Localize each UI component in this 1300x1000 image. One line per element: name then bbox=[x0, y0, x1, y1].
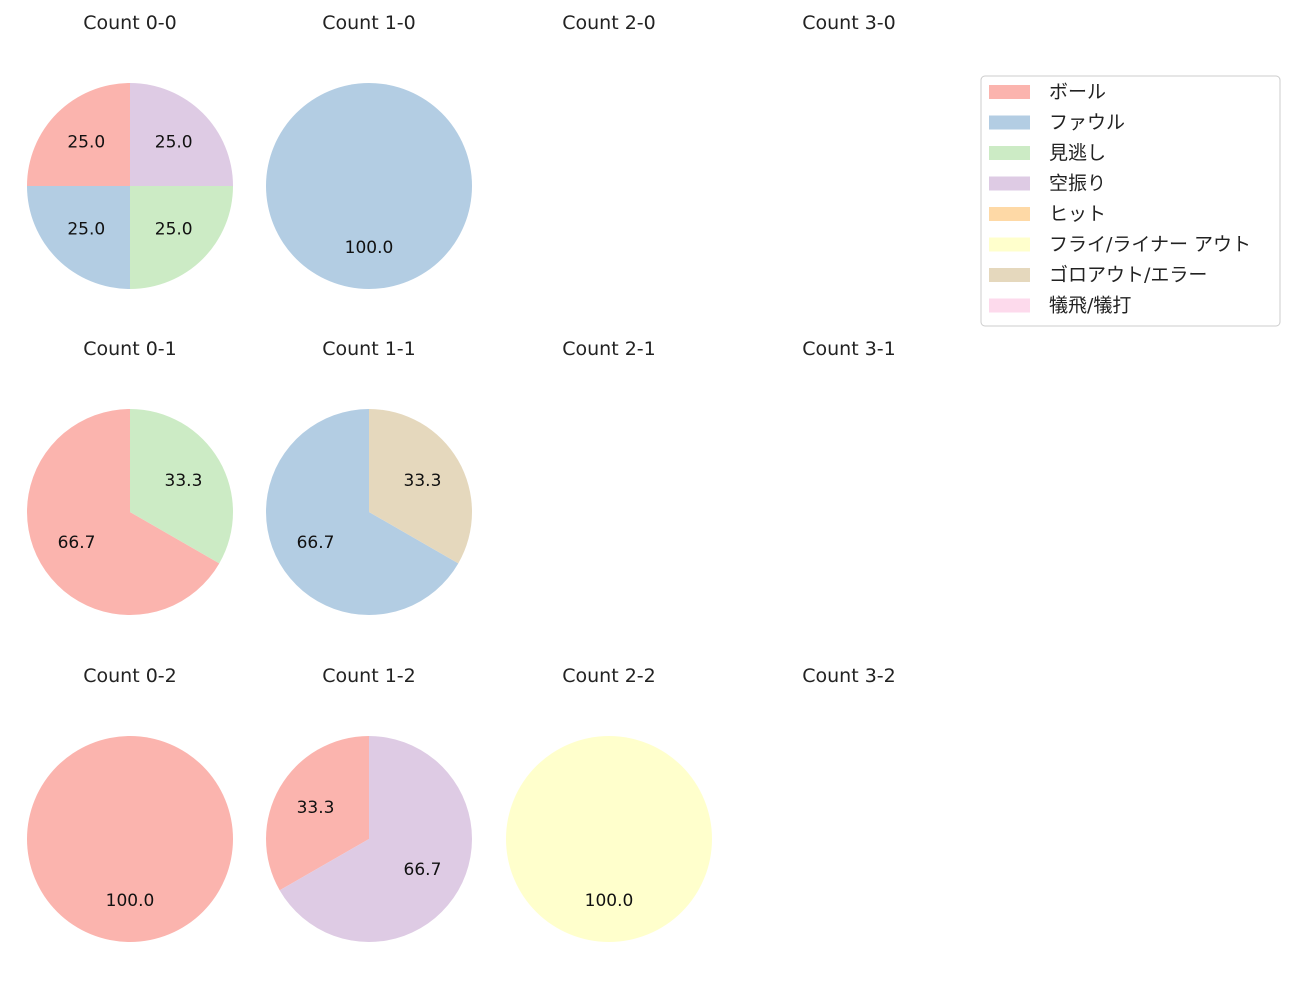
pie-panel: Count 3-2 bbox=[802, 665, 896, 687]
panel-title: Count 0-1 bbox=[83, 338, 177, 360]
slice-label: 25.0 bbox=[67, 132, 105, 152]
legend-item: ボール bbox=[989, 81, 1106, 103]
pie-slice bbox=[265, 409, 459, 615]
legend-swatch bbox=[989, 146, 1030, 160]
pie-slice bbox=[130, 83, 233, 186]
panel-title: Count 0-0 bbox=[83, 12, 177, 34]
pie-panel: Count 1-1 66.7 33.3 bbox=[265, 338, 472, 615]
panel-title: Count 1-0 bbox=[322, 12, 416, 34]
slice-label: 66.7 bbox=[58, 533, 96, 553]
slice-label: 33.3 bbox=[404, 471, 442, 491]
pie-panel: Count 3-1 bbox=[802, 338, 896, 360]
pie-slice bbox=[369, 409, 472, 564]
panel-title: Count 3-2 bbox=[802, 665, 896, 687]
pie-panel: Count 0-0 25.0 25.0 25.0 25.0 bbox=[27, 12, 233, 289]
legend-label: ゴロアウト/エラー bbox=[1049, 264, 1207, 286]
legend-swatch bbox=[989, 268, 1030, 282]
legend-swatch bbox=[989, 115, 1030, 130]
legend-label: ファウル bbox=[1049, 112, 1125, 134]
panel-title: Count 3-1 bbox=[802, 338, 896, 360]
panel-title: Count 2-1 bbox=[562, 338, 656, 360]
pie-slice bbox=[26, 409, 220, 615]
pie-panel: Count 0-1 66.7 33.3 bbox=[26, 338, 233, 615]
slice-label: 66.7 bbox=[404, 860, 442, 880]
legend-swatch bbox=[989, 85, 1030, 99]
pie-slice bbox=[279, 736, 473, 942]
pie-panel: Count 3-0 bbox=[802, 12, 896, 34]
slice-label: 25.0 bbox=[67, 220, 105, 240]
pie-slice bbox=[130, 409, 233, 564]
panel-title: Count 3-0 bbox=[802, 12, 896, 34]
slice-label: 100.0 bbox=[106, 891, 155, 911]
slice-label: 100.0 bbox=[585, 891, 634, 911]
panel-title: Count 2-2 bbox=[562, 665, 656, 687]
legend-label: ボール bbox=[1049, 81, 1106, 103]
legend-item: ゴロアウト/エラー bbox=[989, 264, 1207, 286]
pie-panel: Count 2-0 bbox=[562, 12, 656, 34]
legend-item: 空振り bbox=[989, 173, 1106, 195]
legend-label: 犠飛/犠打 bbox=[1049, 295, 1131, 317]
pie-panel: Count 1-2 33.3 66.7 bbox=[266, 665, 473, 942]
pie-slice bbox=[27, 736, 233, 942]
slice-label: 33.3 bbox=[165, 471, 203, 491]
legend-item: フライ/ライナー アウト bbox=[989, 234, 1251, 256]
legend-swatch bbox=[989, 176, 1030, 191]
slice-label: 66.7 bbox=[297, 533, 335, 553]
slice-label: 33.3 bbox=[297, 798, 335, 818]
pie-slice bbox=[266, 736, 369, 891]
panel-title: Count 2-0 bbox=[562, 12, 656, 34]
legend-item: 犠飛/犠打 bbox=[989, 295, 1131, 317]
pie-panel: Count 2-1 bbox=[562, 338, 656, 360]
legend-label: ヒット bbox=[1049, 203, 1106, 225]
slice-label: 25.0 bbox=[155, 220, 193, 240]
pie-panel: Count 1-0 100.0 bbox=[266, 12, 472, 289]
panel-title: Count 1-1 bbox=[322, 338, 416, 360]
pie-panel: Count 2-2 100.0 bbox=[506, 665, 712, 942]
pie-slice bbox=[27, 83, 130, 186]
pie-slice bbox=[27, 186, 130, 289]
panel-title: Count 0-2 bbox=[83, 665, 177, 687]
legend-label: 見逃し bbox=[1049, 142, 1106, 164]
legend-swatch bbox=[989, 298, 1030, 313]
legend-item: ヒット bbox=[989, 203, 1106, 225]
slice-label: 100.0 bbox=[345, 238, 394, 258]
panel-title: Count 1-2 bbox=[322, 665, 416, 687]
pie-slice bbox=[506, 736, 712, 942]
legend-label: 空振り bbox=[1049, 173, 1106, 195]
legend-swatch bbox=[989, 207, 1030, 221]
pie-slice bbox=[266, 83, 472, 289]
legend-frame bbox=[980, 75, 1281, 327]
legend-item: ファウル bbox=[989, 112, 1125, 134]
legend-swatch bbox=[989, 237, 1030, 252]
legend-label: フライ/ライナー アウト bbox=[1049, 234, 1251, 256]
slice-label: 25.0 bbox=[155, 132, 193, 152]
legend-item: 見逃し bbox=[989, 142, 1106, 164]
pie-panel: Count 0-2 100.0 bbox=[27, 665, 233, 942]
pie-slice bbox=[130, 186, 233, 289]
